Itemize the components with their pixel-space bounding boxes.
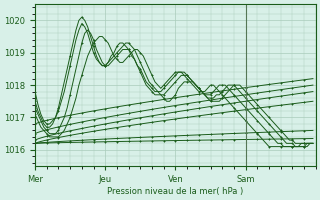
X-axis label: Pression niveau de la mer( hPa ): Pression niveau de la mer( hPa ) bbox=[107, 187, 244, 196]
